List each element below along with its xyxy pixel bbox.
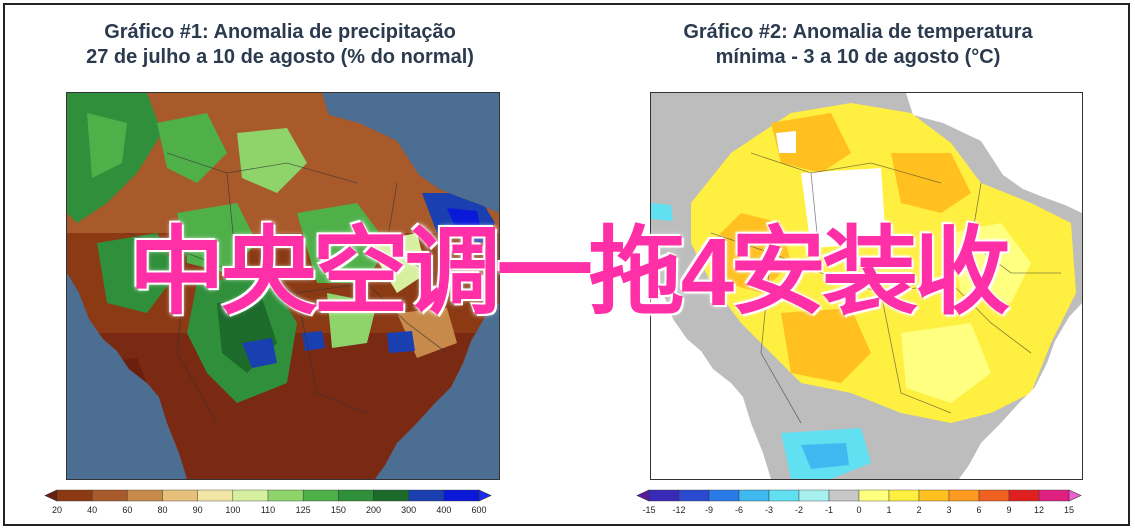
temperature-colorbar-label-14: 15 <box>1064 505 1074 515</box>
panel1-title-line1: Gráfico #1: Anomalia de precipitação <box>104 21 456 43</box>
temperature-colorbar-label-1: -12 <box>672 505 685 515</box>
panel2-title: Gráfico #2: Anomalia de temperatura míni… <box>578 20 1135 70</box>
overlay-watermark-text: 中央空调一拖4安装收 <box>128 219 1010 326</box>
temperature-colorbar-swatch-8 <box>858 489 890 502</box>
temperature-colorbar-swatch-13 <box>1008 489 1040 502</box>
temperature-colorbar-swatch-5 <box>768 489 800 502</box>
precipitation-colorbar-label-7: 125 <box>296 505 311 515</box>
panel1-title-line2: 27 de julho a 10 de agosto (% do normal) <box>86 46 474 68</box>
precipitation-colorbar-label-9: 200 <box>366 505 381 515</box>
panel2-title-line2: mínima - 3 a 10 de agosto (°C) <box>715 46 1001 68</box>
temperature-colorbar-swatch-3 <box>708 489 740 502</box>
temperature-colorbar-label-0: -15 <box>642 505 655 515</box>
precipitation-colorbar-swatch-11 <box>408 489 445 502</box>
temperature-colorbar-swatch-0 <box>636 489 650 502</box>
temperature-colorbar-label-6: -1 <box>825 505 833 515</box>
precipitation-colorbar-swatch-12 <box>443 489 480 502</box>
temperature-colorbar-swatch-6 <box>798 489 830 502</box>
precipitation-colorbar-label-10: 300 <box>401 505 416 515</box>
precipitation-colorbar-swatch-5 <box>197 489 234 502</box>
precipitation-colorbar: 20 40 60 80 90 100 110 125 150 200 300 400 600 <box>44 489 492 515</box>
precipitation-anomaly-map <box>66 92 500 480</box>
precipitation-colorbar-swatch-10 <box>373 489 409 502</box>
temperature-colorbar-swatch-14 <box>1038 489 1070 502</box>
precipitation-colorbar-label-11: 400 <box>436 505 451 515</box>
precipitation-colorbar-label-2: 60 <box>122 505 132 515</box>
temperature-colorbar-label-13: 12 <box>1034 505 1044 515</box>
temperature-colorbar-label-3: -6 <box>735 505 743 515</box>
temperature-colorbar-swatch-11 <box>948 489 980 502</box>
precipitation-colorbar-label-3: 80 <box>157 505 167 515</box>
panel1-title: Gráfico #1: Anomalia de precipitação 27 … <box>0 20 560 70</box>
temperature-colorbar-swatch-2 <box>678 489 710 502</box>
precipitation-colorbar-swatch-6 <box>232 489 269 502</box>
precipitation-colorbar-label-8: 150 <box>331 505 346 515</box>
precipitation-colorbar-swatch-0 <box>44 489 58 502</box>
temperature-colorbar-swatches <box>636 489 1082 502</box>
temperature-colorbar-swatch-9 <box>888 489 920 502</box>
precipitation-colorbar-swatch-8 <box>302 489 339 502</box>
temperature-colorbar: -15 -12 -9 -6 -3 -2 -1 0 1 2 3 6 9 12 15 <box>636 489 1082 515</box>
temperature-colorbar-labels: -15 -12 -9 -6 -3 -2 -1 0 1 2 3 6 9 12 15 <box>642 505 1074 515</box>
temperature-colorbar-label-4: -3 <box>765 505 773 515</box>
temperature-colorbar-label-10: 3 <box>946 505 951 515</box>
temperature-colorbar-label-11: 6 <box>976 505 981 515</box>
panel2-title-line1: Gráfico #2: Anomalia de temperatura <box>683 21 1033 43</box>
temperature-colorbar-label-12: 9 <box>1006 505 1011 515</box>
temperature-colorbar-swatch-7 <box>828 489 860 502</box>
temperature-colorbar-swatch-10 <box>918 489 950 502</box>
temperature-colorbar-label-8: 1 <box>886 505 891 515</box>
precipitation-colorbar-swatch-13 <box>478 489 492 502</box>
precipitation-colorbar-swatch-1 <box>56 489 93 502</box>
precipitation-colorbar-label-0: 20 <box>52 505 62 515</box>
precipitation-map-graphic <box>67 93 499 479</box>
precipitation-colorbar-swatch-3 <box>127 489 163 502</box>
temperature-map-graphic <box>651 93 1082 479</box>
temperature-colorbar-swatch-15 <box>1068 489 1082 502</box>
precipitation-colorbar-swatch-2 <box>91 489 128 502</box>
temperature-anomaly-map <box>650 92 1083 480</box>
temperature-colorbar-label-5: -2 <box>795 505 803 515</box>
precipitation-colorbar-swatch-7 <box>267 489 304 502</box>
precipitation-colorbar-labels: 20 40 60 80 90 100 110 125 150 200 300 400 600 <box>52 505 487 515</box>
precipitation-colorbar-label-12: 600 <box>471 505 486 515</box>
temperature-colorbar-label-2: -9 <box>705 505 713 515</box>
temperature-colorbar-label-9: 2 <box>916 505 921 515</box>
precipitation-colorbar-swatch-4 <box>162 489 198 502</box>
precipitation-colorbar-swatches <box>44 489 492 502</box>
precipitation-colorbar-label-5: 100 <box>225 505 240 515</box>
temperature-colorbar-swatch-1 <box>648 489 680 502</box>
temperature-colorbar-swatch-4 <box>738 489 770 502</box>
precipitation-colorbar-label-1: 40 <box>87 505 97 515</box>
precipitation-colorbar-label-4: 90 <box>193 505 203 515</box>
temperature-colorbar-swatch-12 <box>978 489 1010 502</box>
precipitation-colorbar-label-6: 110 <box>261 505 275 515</box>
temperature-colorbar-label-7: 0 <box>856 505 861 515</box>
precipitation-colorbar-swatch-9 <box>338 489 374 502</box>
